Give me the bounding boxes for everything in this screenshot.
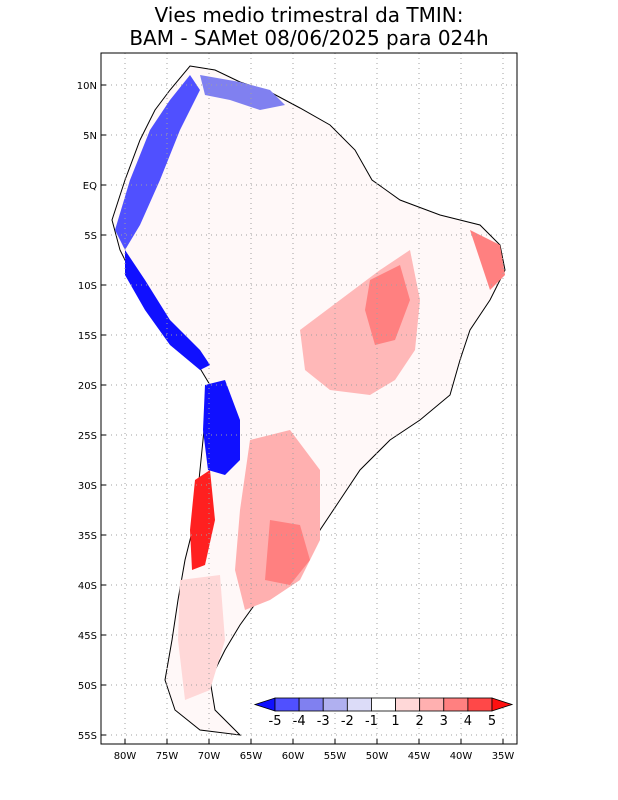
colorbar-label: -2 [341,714,354,729]
lon-tick-label: 60W [282,751,305,762]
lat-lon-grid [101,53,517,744]
lon-tick-label: 50W [366,751,389,762]
cold-bias-peru-coast [125,250,210,370]
lat-tick-label: 10N [77,81,97,92]
lat-tick-label: 55S [78,731,97,742]
lon-tick-label: 55W [324,751,347,762]
map-frame-border [100,52,518,745]
lat-tick-label: 5N [83,131,97,142]
colorbar-label: 5 [488,714,496,729]
colorbar-label: -1 [365,714,378,729]
lat-tick-label: 40S [78,581,97,592]
lat-tick-label: 10S [78,281,97,292]
warm-bias-andes-south [190,470,215,570]
colorbar-swatch [419,697,445,712]
colorbar-swatch [346,697,372,712]
colorbar-label: -5 [269,714,282,729]
colorbar: -5 -4 -3 -2 -1 1 2 3 4 5 [253,697,514,729]
colorbar-swatch [274,697,300,712]
lon-tick-label: 45W [408,751,431,762]
map-title-line1: Vies medio trimestral da TMIN: [154,3,464,27]
colorbar-arrow-max [491,697,514,712]
colorbar-swatch [298,697,324,712]
lon-tick-label: 70W [198,751,221,762]
warm-bias-patagonia [178,575,225,700]
cold-bias-caribbean [200,75,285,110]
cold-bias-atacama [203,380,240,475]
lon-tick-label: 35W [492,751,515,762]
lat-tick-label: 20S [78,381,97,392]
lat-tick-label: 50S [78,681,97,692]
lat-tick-label: 30S [78,481,97,492]
lon-tick-label: 80W [114,751,137,762]
lon-tick-label: 40W [450,751,473,762]
colorbar-label: 2 [416,714,424,729]
colorbar-label: -4 [293,714,306,729]
lat-tick-label: 35S [78,531,97,542]
colorbar-label: -3 [317,714,330,729]
lat-tick-label: 5S [84,231,97,242]
warm-bias-northeast [470,230,505,290]
cold-bias-andes-north [115,75,200,250]
warm-bias-argentina-core [265,520,310,585]
colorbar-swatch [443,697,469,712]
lon-tick-label: 75W [156,751,179,762]
colorbar-swatch [467,697,493,712]
bias-field [111,65,506,736]
colorbar-swatch [322,697,348,712]
lat-tick-label: 25S [78,431,97,442]
lat-tick-label: EQ [83,181,97,192]
colorbar-label: 3 [440,714,448,729]
colorbar-swatch [395,697,421,712]
lon-tick-label: 65W [240,751,263,762]
map-title-line2: BAM - SAMet 08/06/2025 para 024h [129,26,489,50]
lat-tick-label: 45S [78,631,97,642]
colorbar-label: 1 [391,714,399,729]
lat-tick-label: 15S [78,331,97,342]
colorbar-swatch [371,697,396,712]
colorbar-label: 4 [464,714,472,729]
